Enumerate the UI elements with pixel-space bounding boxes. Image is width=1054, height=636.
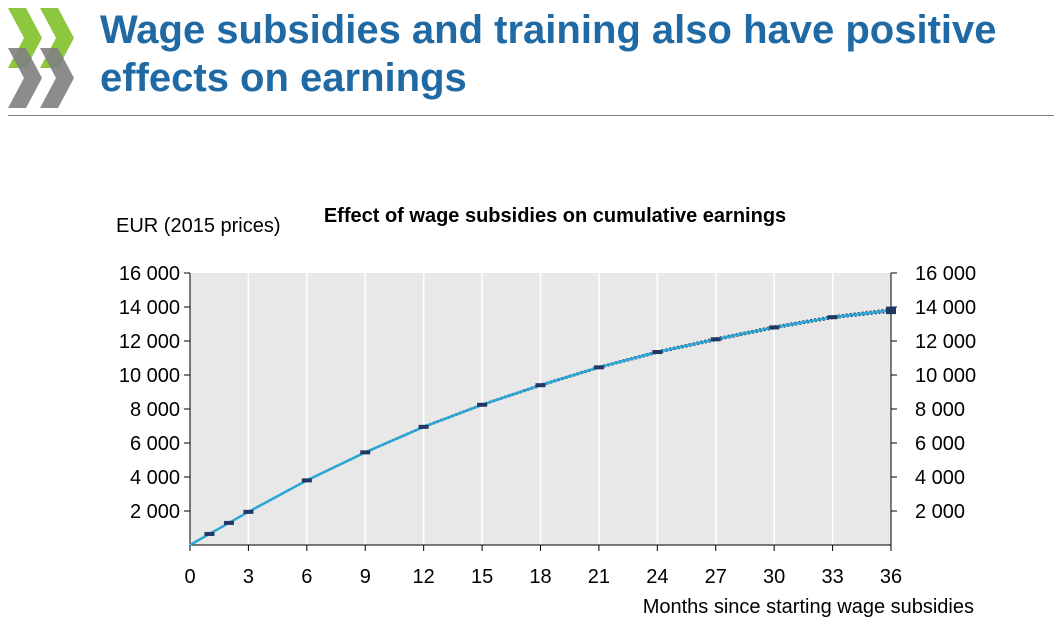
y-tick-label-right: 14 000 bbox=[915, 297, 976, 319]
marker-2 bbox=[223, 520, 234, 525]
y-tick-label-right: 2 000 bbox=[915, 501, 965, 523]
series-markers bbox=[204, 306, 896, 536]
chart-title: Effect of wage subsidies on cumulative e… bbox=[324, 205, 786, 227]
y-tick-label-right: 8 000 bbox=[915, 399, 965, 421]
y-tick-label-left: 6 000 bbox=[130, 433, 180, 455]
marker-27 bbox=[710, 337, 721, 342]
tick-labels: 2 000 2 000 4 000 4 000 6 000 6 000 8 000 8 000… bbox=[119, 263, 976, 588]
marker-6 bbox=[301, 478, 312, 483]
marker-30 bbox=[769, 325, 780, 330]
x-tick-label: 21 bbox=[588, 566, 610, 588]
x-tick-label: 15 bbox=[471, 566, 493, 588]
marker-36-upper bbox=[886, 306, 896, 311]
y-tick-label-left: 8 000 bbox=[130, 399, 180, 421]
y-tick-label-left: 4 000 bbox=[130, 467, 180, 489]
x-tick-label: 0 bbox=[184, 566, 195, 588]
x-tick-label: 12 bbox=[413, 566, 435, 588]
marker-3 bbox=[243, 509, 254, 514]
marker-21 bbox=[593, 365, 604, 370]
x-tick-label: 30 bbox=[763, 566, 785, 588]
marker-9 bbox=[360, 450, 371, 455]
marker-12 bbox=[418, 424, 429, 429]
x-tick-label: 6 bbox=[301, 566, 312, 588]
title-divider bbox=[8, 115, 1054, 116]
x-tick-label: 18 bbox=[529, 566, 551, 588]
marker-33 bbox=[827, 315, 838, 320]
x-tick-label: 27 bbox=[705, 566, 727, 588]
y-tick-label-right: 6 000 bbox=[915, 433, 965, 455]
marker-1 bbox=[204, 531, 215, 536]
marker-15 bbox=[477, 402, 488, 407]
y-tick-label-left: 2 000 bbox=[130, 501, 180, 523]
axes bbox=[184, 272, 897, 551]
y-tick-label-left: 10 000 bbox=[119, 365, 180, 387]
x-tick-label: 24 bbox=[646, 566, 668, 588]
y-tick-label-left: 14 000 bbox=[119, 297, 180, 319]
logo-chevron-grey-right bbox=[40, 48, 74, 108]
x-tick-label: 3 bbox=[243, 566, 254, 588]
x-tick-label: 36 bbox=[880, 566, 902, 588]
x-tick-label: 9 bbox=[360, 566, 371, 588]
y-tick-label-right: 16 000 bbox=[915, 263, 976, 285]
marker-36-lower bbox=[886, 310, 896, 315]
oecd-chevron-logo bbox=[8, 8, 74, 108]
marker-24 bbox=[652, 350, 663, 355]
marker-18 bbox=[535, 383, 546, 388]
y-tick-label-right: 12 000 bbox=[915, 331, 976, 353]
logo-chevron-grey-left bbox=[8, 48, 42, 108]
x-axis-label: Months since starting wage subsidies bbox=[643, 596, 974, 618]
x-tick-label: 33 bbox=[821, 566, 843, 588]
y-axis-label: EUR (2015 prices) bbox=[116, 215, 281, 237]
slide-title: Wage subsidies and training also have po… bbox=[100, 8, 997, 100]
y-tick-label-right: 4 000 bbox=[915, 467, 965, 489]
y-tick-label-right: 10 000 bbox=[915, 365, 976, 387]
y-tick-label-left: 12 000 bbox=[119, 331, 180, 353]
y-tick-label-left: 16 000 bbox=[119, 263, 180, 285]
